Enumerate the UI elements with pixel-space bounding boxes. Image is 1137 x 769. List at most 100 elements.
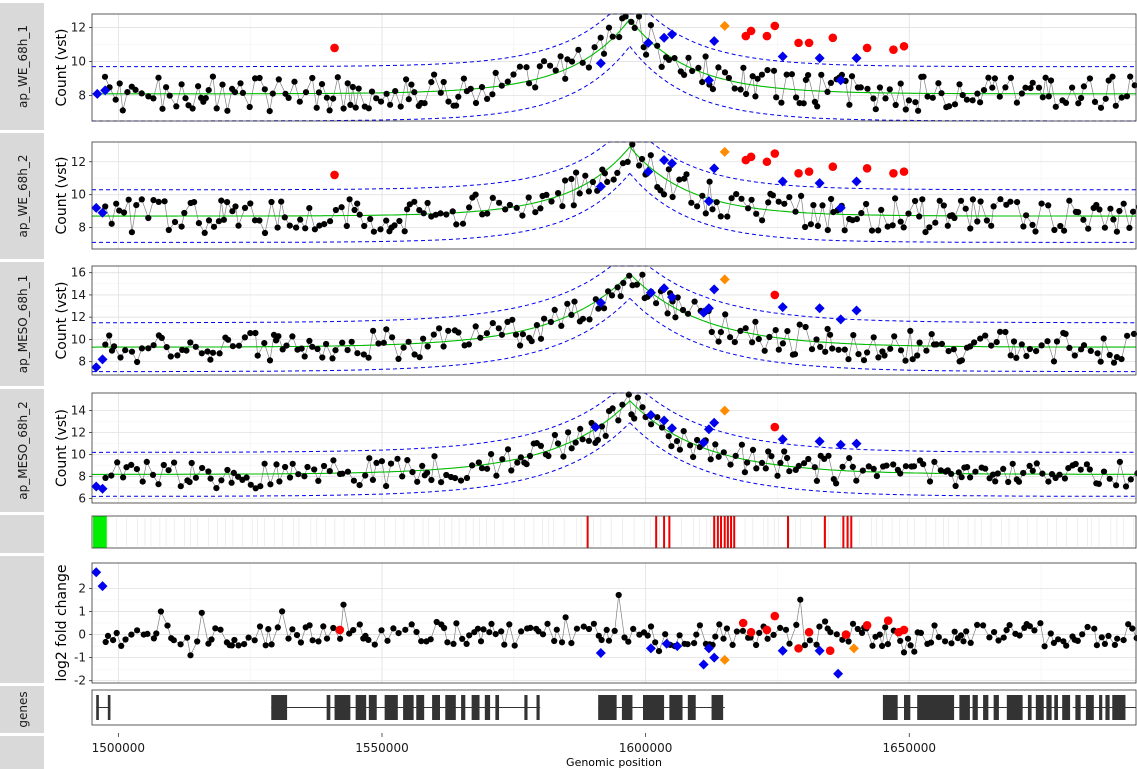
data-point (106, 332, 113, 339)
data-point (923, 347, 930, 354)
data-point (241, 641, 248, 648)
data-point (708, 328, 715, 336)
data-point (638, 155, 646, 163)
data-point (602, 432, 609, 439)
data-point (231, 636, 238, 644)
data-point (552, 67, 559, 74)
data-point (112, 96, 119, 103)
data-point (383, 483, 390, 490)
data-point (1038, 200, 1045, 207)
data-point (373, 95, 380, 102)
data-point (1056, 471, 1063, 478)
data-point (681, 71, 688, 78)
data-point (980, 622, 987, 629)
data-point (489, 91, 496, 98)
data-point (902, 106, 909, 113)
data-point (114, 459, 121, 466)
data-point (619, 160, 627, 167)
data-point (725, 74, 733, 82)
data-point (145, 93, 152, 100)
data-point (673, 438, 681, 445)
data-point (252, 75, 259, 82)
marker-blue (814, 178, 825, 189)
data-point (192, 343, 199, 350)
track-red (730, 516, 733, 548)
data-point (616, 34, 623, 41)
data-point (436, 325, 443, 332)
data-point (912, 197, 919, 205)
data-point (689, 67, 696, 75)
data-point (286, 222, 293, 229)
data-point (562, 75, 569, 82)
data-point (1003, 627, 1010, 634)
data-point (440, 78, 447, 86)
data-point (1101, 224, 1108, 231)
data-point (797, 596, 804, 603)
data-point (537, 205, 544, 212)
y-tick-label: 8 (78, 355, 86, 369)
data-point (128, 348, 136, 355)
data-point (1116, 458, 1123, 465)
data-point (164, 622, 171, 629)
data-point (311, 466, 318, 473)
gene-exon (484, 695, 491, 720)
data-point (962, 205, 969, 212)
data-point (501, 641, 508, 648)
data-point (1130, 330, 1137, 337)
data-point (256, 623, 264, 630)
data-point (320, 623, 327, 630)
data-point (753, 641, 760, 649)
data-point (1100, 468, 1108, 475)
data-point (145, 214, 152, 222)
data-point (116, 207, 123, 214)
data-point (644, 632, 651, 639)
data-point (742, 325, 749, 332)
data-point (472, 99, 480, 107)
track-red (713, 516, 716, 548)
data-point (672, 314, 679, 321)
data-point (795, 462, 802, 469)
data-point (212, 625, 219, 632)
data-point (827, 629, 834, 636)
data-point (123, 464, 130, 471)
data-point (884, 223, 891, 230)
gene-exon (1105, 695, 1110, 720)
x-axis-title: Genomic position (566, 756, 662, 769)
data-point (802, 76, 810, 83)
data-point (120, 474, 127, 481)
band-upper (629, 265, 1136, 324)
data-point (420, 210, 427, 217)
data-point (740, 64, 747, 71)
data-point (892, 101, 899, 109)
data-point (252, 329, 259, 337)
gene-exon (643, 695, 665, 720)
data-point (430, 331, 437, 338)
data-point (920, 73, 927, 80)
data-point (982, 332, 989, 339)
data-point (441, 624, 448, 632)
data-point (444, 639, 451, 646)
data-point (256, 217, 263, 224)
data-point (178, 223, 185, 230)
data-point (636, 162, 643, 169)
data-point (304, 463, 311, 471)
marker-red (889, 168, 898, 178)
data-point (748, 196, 755, 203)
data-point (256, 74, 263, 82)
data-point (1105, 77, 1112, 84)
gene-exon (1006, 695, 1023, 720)
data-point (166, 92, 173, 99)
data-point (313, 104, 320, 111)
data-point (664, 310, 671, 317)
data-point (802, 323, 809, 331)
data-point (257, 483, 264, 490)
band-lower (629, 172, 1136, 243)
data-point (459, 635, 466, 643)
data-point (411, 351, 418, 358)
data-point (1093, 642, 1100, 649)
data-point (770, 631, 777, 639)
data-point (432, 211, 439, 218)
y-tick-label: 10 (71, 188, 86, 202)
data-point (275, 333, 282, 340)
data-point (134, 358, 141, 366)
